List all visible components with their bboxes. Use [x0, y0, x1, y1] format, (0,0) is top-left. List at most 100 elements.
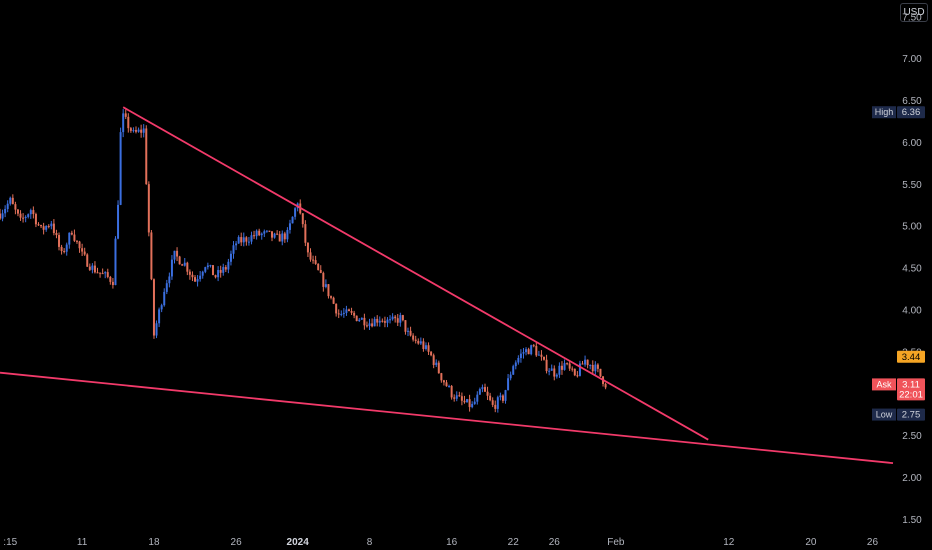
candle-body	[288, 223, 291, 230]
candle-body	[114, 238, 117, 286]
candle-body	[386, 319, 389, 323]
candle-body	[101, 273, 104, 275]
candle-body	[165, 283, 168, 292]
candle-body	[163, 291, 166, 306]
candle-body	[83, 251, 86, 255]
candle-body	[224, 267, 227, 270]
candle-body	[309, 252, 312, 260]
candle-body	[545, 359, 548, 372]
candle-body	[109, 276, 112, 282]
candle-body	[378, 320, 381, 323]
candle-body	[543, 356, 546, 360]
candle-body	[440, 373, 443, 381]
candle-body	[407, 330, 410, 332]
candle-body	[217, 270, 220, 278]
candle-body	[373, 318, 376, 327]
x-tick-label: 18	[148, 537, 160, 548]
candle-body	[442, 380, 445, 383]
candle-body	[119, 132, 122, 205]
candle-body	[6, 203, 9, 209]
candle-body	[491, 400, 494, 405]
candle-body	[9, 197, 12, 204]
candle-body	[147, 184, 150, 233]
ask-label-value: 3.11	[902, 379, 920, 390]
candle-body	[291, 216, 294, 224]
candle-body	[537, 354, 540, 356]
x-tick-label: 26	[867, 537, 879, 548]
x-tick-label: 8	[367, 537, 373, 548]
candle-body	[106, 272, 109, 277]
candle-body	[173, 250, 176, 260]
candle-body	[99, 272, 102, 274]
candle-body	[409, 330, 412, 336]
candle-body	[422, 341, 425, 349]
candle-body	[555, 374, 558, 377]
candle-body	[255, 230, 258, 237]
candle-body	[4, 208, 7, 214]
candle-body	[301, 213, 304, 225]
candle-body	[306, 242, 309, 253]
y-tick-label: 7.50	[902, 12, 922, 23]
candle-body	[427, 345, 430, 352]
candle-body	[91, 265, 94, 270]
candle-body	[186, 262, 189, 272]
currency-button[interactable]: USD	[900, 3, 928, 22]
candle-body	[414, 339, 417, 341]
candle-body	[424, 345, 427, 349]
x-tick-label: 2024	[287, 537, 310, 548]
candle-body	[396, 318, 399, 323]
candle-body	[450, 386, 453, 398]
ask-label-value-bg	[897, 378, 925, 401]
candle-body	[283, 233, 286, 240]
candle-body	[527, 349, 530, 355]
candle-body	[93, 265, 96, 273]
high-label-name: High	[875, 107, 894, 117]
candle-body	[242, 237, 245, 243]
candle-body	[265, 230, 268, 232]
candle-body	[314, 260, 317, 264]
candle-body	[514, 362, 517, 367]
candle-body	[140, 129, 143, 133]
candle-body	[466, 399, 469, 403]
candle-body	[389, 319, 392, 321]
candle-body	[160, 305, 163, 310]
trendline-lower[interactable]	[0, 371, 894, 465]
candle-body	[50, 223, 53, 227]
trendlines-layer	[0, 106, 894, 465]
candle-body	[96, 272, 99, 274]
candle-body	[250, 235, 253, 242]
candle-body	[499, 395, 502, 398]
candles-layer	[0, 109, 607, 413]
candle-body	[201, 271, 204, 276]
trendline-upper[interactable]	[122, 106, 709, 441]
candle-body	[558, 365, 561, 375]
y-tick-label: 6.50	[902, 96, 922, 107]
candle-body	[342, 312, 345, 314]
candle-body	[27, 214, 30, 217]
candle-body	[483, 387, 486, 392]
candle-body	[591, 364, 594, 372]
candle-body	[486, 391, 489, 396]
candle-body	[494, 404, 497, 409]
candle-body	[363, 317, 366, 326]
low-label-name: Low	[876, 410, 893, 420]
candle-body	[430, 351, 433, 356]
candle-body	[111, 281, 114, 286]
candle-body	[78, 241, 81, 249]
candle-body	[132, 130, 135, 132]
candle-body	[32, 210, 35, 215]
low-label-value: 2.75	[902, 410, 921, 421]
candle-body	[168, 276, 171, 284]
candle-body	[455, 395, 458, 399]
candle-body	[463, 400, 466, 403]
candle-body	[519, 353, 522, 358]
candle-body	[322, 272, 325, 287]
candle-body	[394, 316, 397, 319]
candle-body	[337, 313, 340, 315]
candle-body	[150, 232, 153, 280]
candle-body	[589, 364, 592, 366]
candle-body	[473, 401, 476, 404]
current-label-value-bg	[897, 350, 925, 363]
